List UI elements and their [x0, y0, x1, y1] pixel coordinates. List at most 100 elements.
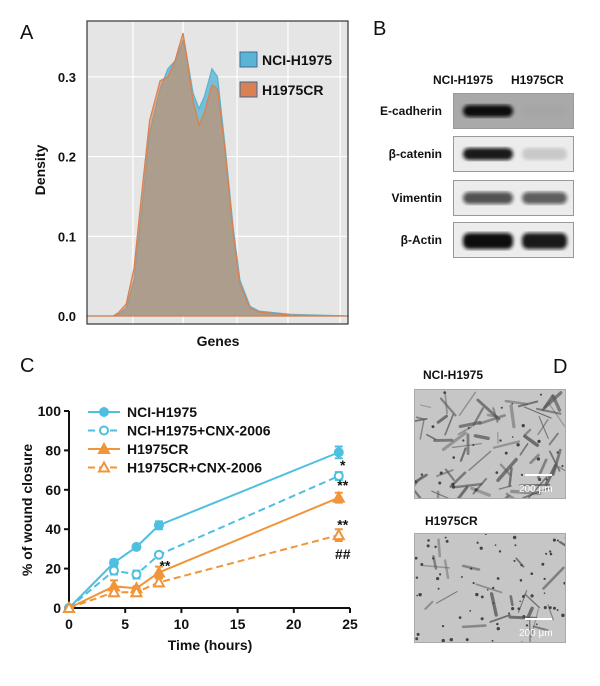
- cell: [415, 473, 428, 484]
- debris: [438, 481, 442, 485]
- debris: [431, 425, 435, 429]
- band: [463, 148, 513, 160]
- debris: [511, 436, 514, 438]
- debris: [449, 637, 454, 642]
- y-axis-label: % of wound closure: [19, 444, 35, 576]
- blot-band-ecadherin: [453, 93, 574, 129]
- panel-letter-a: A: [20, 22, 34, 44]
- debris: [520, 563, 523, 567]
- debris: [458, 616, 462, 619]
- y-tick-label: 40: [45, 521, 61, 537]
- cell: [451, 442, 483, 449]
- cell: [523, 406, 552, 419]
- debris: [475, 592, 479, 597]
- blot-band-actin: [453, 222, 574, 258]
- legend-label: NCI-H1975: [262, 52, 332, 68]
- cell: [426, 433, 437, 441]
- data-point: [152, 575, 166, 588]
- debris: [516, 443, 520, 447]
- cell: [496, 457, 518, 483]
- cell: [519, 443, 529, 456]
- data-point: [97, 460, 111, 473]
- cell: [538, 416, 549, 439]
- cell: [547, 402, 565, 427]
- debris: [443, 391, 447, 394]
- series-nci-h1975: [64, 407, 344, 613]
- debris: [556, 609, 559, 611]
- cell: [443, 559, 450, 580]
- debris: [439, 573, 442, 576]
- cell: [476, 398, 501, 421]
- debris: [530, 572, 534, 576]
- debris: [415, 576, 419, 579]
- cell: [424, 600, 434, 610]
- cell: [437, 538, 442, 558]
- debris: [508, 612, 510, 615]
- cell: [459, 447, 467, 462]
- significance-mark: *: [340, 457, 346, 473]
- cell: [528, 619, 531, 642]
- legend-label: NCI-H1975: [127, 404, 197, 420]
- debris: [543, 577, 546, 581]
- cell: [444, 468, 455, 482]
- band: [522, 192, 567, 204]
- debris: [504, 451, 508, 455]
- debris: [415, 556, 418, 560]
- band: [522, 233, 567, 249]
- blot-row-label: Vimentin: [391, 191, 442, 205]
- significance-mark: ##: [335, 546, 351, 562]
- debris: [498, 550, 502, 553]
- debris: [522, 615, 526, 619]
- cell: [509, 595, 514, 607]
- cell: [527, 476, 548, 498]
- data-point: [153, 520, 164, 531]
- x-tick-label: 15: [230, 616, 246, 632]
- cell: [454, 482, 483, 489]
- debris: [420, 473, 423, 476]
- panel-letter-c: C: [20, 355, 35, 377]
- debris: [513, 559, 516, 562]
- debris: [543, 606, 547, 610]
- debris: [415, 480, 417, 484]
- debris: [445, 539, 449, 543]
- cell: [558, 466, 565, 472]
- cell: [548, 450, 561, 472]
- y-tick-label: 0.0: [58, 309, 76, 324]
- debris: [494, 544, 497, 546]
- debris: [520, 473, 524, 476]
- debris: [426, 544, 430, 548]
- cell: [541, 394, 554, 412]
- debris: [469, 610, 472, 612]
- legend-label: H1975CR: [262, 82, 323, 98]
- blot-row-label: β-Actin: [400, 233, 442, 247]
- debris: [561, 613, 565, 618]
- cell: [468, 450, 492, 471]
- cell: [542, 566, 565, 590]
- data-point: [108, 557, 119, 568]
- debris: [480, 617, 484, 621]
- debris: [420, 562, 424, 566]
- data-point: [99, 407, 109, 417]
- debris: [549, 550, 552, 553]
- cell: [535, 407, 562, 415]
- cell: [532, 625, 549, 632]
- blot-band-catenin: [453, 136, 574, 172]
- debris: [514, 544, 517, 547]
- debris: [496, 577, 500, 580]
- density-chart: 0.0 0.1 0.2 0.3 NCI-H1975 H1975CR Genes Density: [32, 20, 349, 349]
- data-point: [332, 490, 346, 503]
- debris: [565, 593, 566, 595]
- cell: [548, 432, 559, 446]
- debris: [543, 592, 546, 594]
- cell: [530, 608, 539, 638]
- debris: [519, 600, 521, 603]
- debris: [545, 478, 548, 481]
- debris: [472, 443, 475, 447]
- debris: [552, 606, 556, 610]
- debris: [451, 482, 455, 486]
- x-tick-label: 5: [121, 616, 129, 632]
- cell: [456, 485, 469, 498]
- debris: [467, 426, 470, 429]
- cell: [509, 404, 516, 429]
- x-axis-label: Time (hours): [168, 637, 253, 653]
